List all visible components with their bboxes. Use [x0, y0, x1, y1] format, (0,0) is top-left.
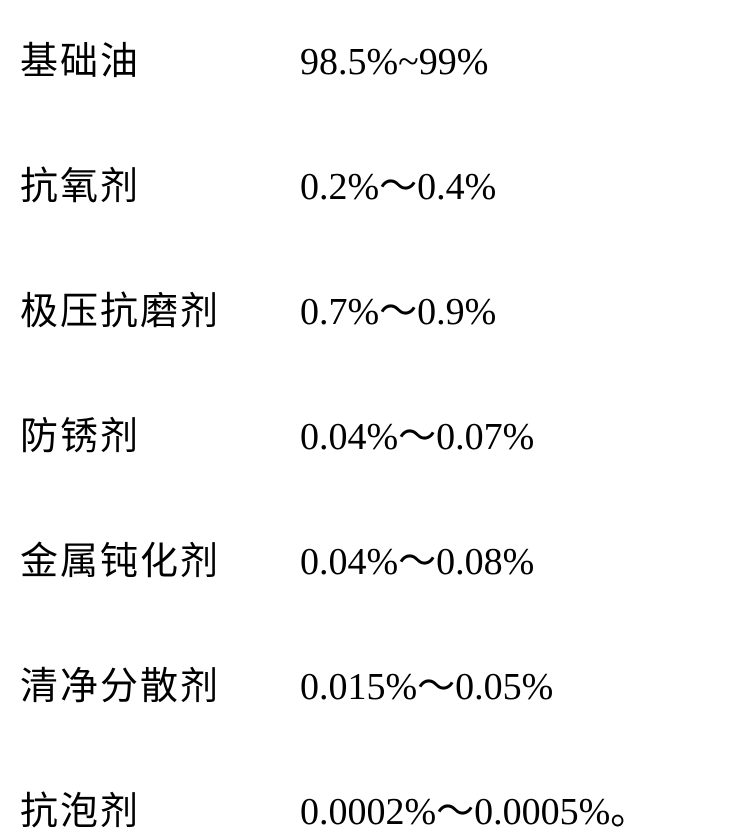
table-row: 金属钝化剂 0.04%～0.08% [20, 530, 732, 585]
ingredient-value: 0.04%～0.08% [300, 530, 534, 585]
ingredient-value: 98.5%~99% [300, 40, 488, 84]
ingredient-value: 0.0002%～0.0005%。 [300, 780, 648, 835]
ingredient-value: 0.7%～0.9% [300, 280, 496, 335]
ingredient-label: 抗泡剂 [20, 780, 300, 835]
ingredient-value: 0.04%～0.07% [300, 405, 534, 460]
table-row: 防锈剂 0.04%～0.07% [20, 405, 732, 460]
ingredient-label: 防锈剂 [20, 405, 300, 460]
table-row: 抗泡剂 0.0002%～0.0005%。 [20, 780, 732, 835]
ingredient-label: 金属钝化剂 [20, 530, 300, 585]
composition-table: 基础油 98.5%~99% 抗氧剂 0.2%～0.4% 极压抗磨剂 0.7%～0… [20, 30, 732, 835]
table-row: 清净分散剂 0.015%～0.05% [20, 655, 732, 710]
ingredient-value: 0.015%～0.05% [300, 655, 553, 710]
ingredient-label: 基础油 [20, 30, 300, 85]
ingredient-value: 0.2%～0.4% [300, 155, 496, 210]
ingredient-label: 极压抗磨剂 [20, 280, 300, 335]
ingredient-label: 抗氧剂 [20, 155, 300, 210]
table-row: 极压抗磨剂 0.7%～0.9% [20, 280, 732, 335]
ingredient-label: 清净分散剂 [20, 655, 300, 710]
table-row: 抗氧剂 0.2%～0.4% [20, 155, 732, 210]
table-row: 基础油 98.5%~99% [20, 30, 732, 85]
